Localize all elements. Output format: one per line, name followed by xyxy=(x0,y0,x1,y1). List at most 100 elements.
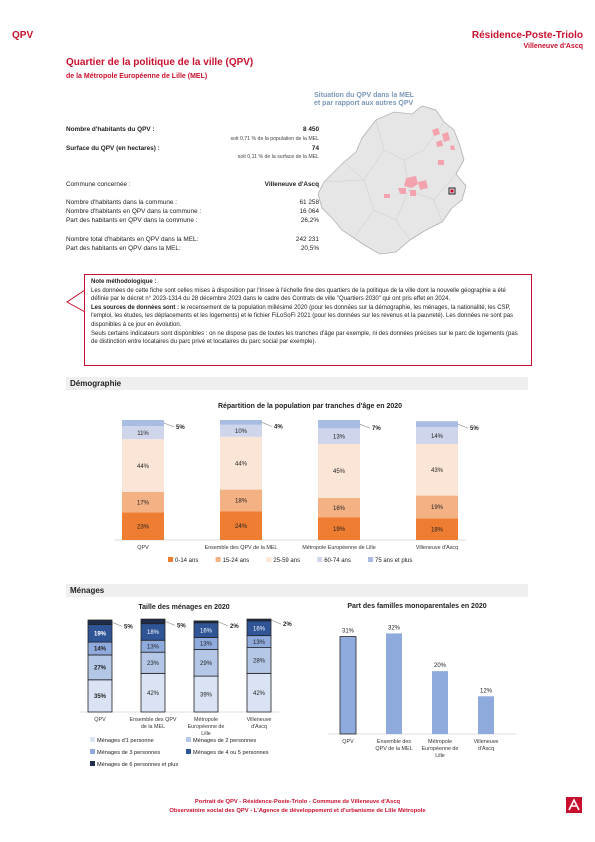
data-label: 4% xyxy=(274,424,283,430)
map-title-line1: Situation du QPV dans la MEL xyxy=(314,92,414,99)
category-label: Ensemble des QPV de la MEL xyxy=(205,545,278,551)
age-chart-title: Répartition de la population par tranche… xyxy=(217,403,403,410)
data-label: 31% xyxy=(342,629,355,635)
legend-entry: 15-24 ans xyxy=(223,558,250,564)
section-menages: Ménages xyxy=(66,584,528,597)
agency-logo-icon xyxy=(566,797,582,813)
leader-line xyxy=(164,621,176,626)
bar xyxy=(386,633,402,734)
qpv-location-fill xyxy=(450,189,454,193)
data-label: 20% xyxy=(434,663,447,669)
header-quartier: Résidence-Poste-Triolo xyxy=(471,30,583,41)
data-label: 5% xyxy=(124,624,133,630)
hab-commune-label: Nombre d'habitants dans la commune : xyxy=(66,199,177,206)
data-label: 24% xyxy=(235,524,248,530)
legend-swatch xyxy=(90,761,95,766)
note-paragraph-2: Les sources de données sont : le recense… xyxy=(91,304,525,330)
bar xyxy=(339,636,357,735)
part-commune-value: 26,2% xyxy=(300,217,319,224)
leader-line xyxy=(217,621,229,627)
data-label: 10% xyxy=(235,429,248,435)
hab-qpv-commune-label: Nombre d'habitants en QPV dans la commun… xyxy=(66,208,202,215)
bar-segment xyxy=(220,511,262,540)
bar-segment xyxy=(246,672,272,713)
category-label: Métropole xyxy=(194,717,218,723)
category-label: Villeneuve xyxy=(474,739,499,745)
bar-segment xyxy=(416,444,458,496)
bar-segment xyxy=(318,517,360,540)
mel-territory xyxy=(317,105,467,255)
data-label: 13% xyxy=(333,434,346,440)
category-label: QPV de la MEL xyxy=(375,746,412,752)
legend-swatch xyxy=(90,749,95,754)
data-label: 12% xyxy=(480,688,493,694)
note-pointer xyxy=(66,290,86,313)
bar-segment xyxy=(140,618,166,625)
data-label: 2% xyxy=(230,624,239,630)
data-label: 42% xyxy=(253,691,266,697)
data-label: 5% xyxy=(177,623,186,629)
legend-entry: Ménages d'1 personne xyxy=(97,738,154,744)
bar-segment xyxy=(193,675,219,713)
bar-segment xyxy=(318,420,360,429)
bar-segment xyxy=(122,420,164,426)
footer-line1: Portrait de QPV - Résidence-Poste-Triolo… xyxy=(194,799,401,805)
methodology-note: Note méthodologique : Les données de cet… xyxy=(84,274,532,366)
category-label: Européenne de xyxy=(422,746,459,752)
commune-label: Commune concernée : xyxy=(66,181,131,188)
bar xyxy=(478,696,494,734)
data-label: 44% xyxy=(137,464,150,470)
legend-swatch xyxy=(215,557,221,562)
note-heading: Note méthodologique : xyxy=(91,279,157,285)
map-title: Situation du QPV dans la MEL et par rapp… xyxy=(314,92,434,107)
leader-line xyxy=(111,622,123,627)
data-label: 23% xyxy=(137,524,150,530)
category-label: Ensemble des QPV xyxy=(129,717,176,723)
data-label: 18% xyxy=(147,630,160,636)
hab-qpv-note: soit 0,71 % de la population de la MEL xyxy=(230,136,319,142)
footer-line2: Observatoire social des QPV - L'Agence d… xyxy=(169,808,426,814)
data-label: 5% xyxy=(176,425,185,431)
leader-line xyxy=(261,422,273,427)
data-label: 16% xyxy=(333,506,346,512)
part-commune-label: Part des habitants en QPV dans la commun… xyxy=(66,217,198,224)
bar-segment xyxy=(122,426,164,440)
legend-entry: 60-74 ans xyxy=(324,558,351,564)
data-label: 18% xyxy=(235,499,248,505)
legend-entry: 75 ans et plus xyxy=(375,558,412,564)
hab-qpv-value: 8 450 xyxy=(303,126,319,133)
category-label: Villeneuve xyxy=(247,717,272,723)
category-label: de la MEL xyxy=(141,724,165,730)
data-label: 18% xyxy=(431,527,444,533)
page-title: Quartier de la politique de la ville (QP… xyxy=(66,57,254,68)
bar-segment xyxy=(122,512,164,540)
data-label: 23% xyxy=(147,661,160,667)
data-label: 14% xyxy=(94,647,107,653)
category-label: d'Ascq xyxy=(478,746,494,752)
hab-commune-value: 61 258 xyxy=(299,199,319,206)
data-label: 19% xyxy=(94,632,107,638)
bar-segment xyxy=(220,489,262,512)
note-p2-text: le recensement de la population millésim… xyxy=(91,304,514,328)
hab-qpv-label: Nombre d'habitants du QPV : xyxy=(66,126,155,133)
household-chart-title: Taille des ménages en 2020 xyxy=(138,604,230,611)
bar-segment xyxy=(416,495,458,519)
surface-value: 74 xyxy=(311,145,319,152)
page-subtitle: de la Métropole Européenne de Lille (MEL… xyxy=(66,73,208,80)
surface-label: Surface du QPV (en hectares) : xyxy=(66,145,160,152)
bar-segment xyxy=(87,654,113,681)
total-mel-value: 242 231 xyxy=(295,236,319,243)
bar-segment xyxy=(87,619,113,625)
note-paragraph-1: Les données de cette fiche sont celles m… xyxy=(91,287,506,303)
legend-entry: Ménages de 3 personnes xyxy=(97,750,160,756)
qpv-location-marker xyxy=(448,187,456,195)
data-label: 7% xyxy=(372,426,381,432)
map-panel: Situation du QPV dans la MEL et par rapp… xyxy=(314,90,474,262)
commune-boundaries xyxy=(323,119,457,241)
legend-swatch xyxy=(168,557,173,562)
bar-segment xyxy=(122,439,164,492)
section-demographie: Démographie xyxy=(66,377,528,390)
part-mel-value: 20,5% xyxy=(300,245,319,252)
category-label: Villeneuve d'Ascq xyxy=(416,545,458,551)
